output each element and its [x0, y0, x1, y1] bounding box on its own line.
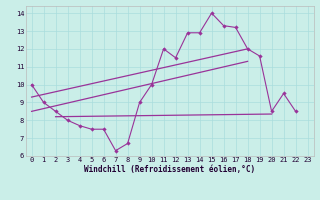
X-axis label: Windchill (Refroidissement éolien,°C): Windchill (Refroidissement éolien,°C)	[84, 165, 255, 174]
